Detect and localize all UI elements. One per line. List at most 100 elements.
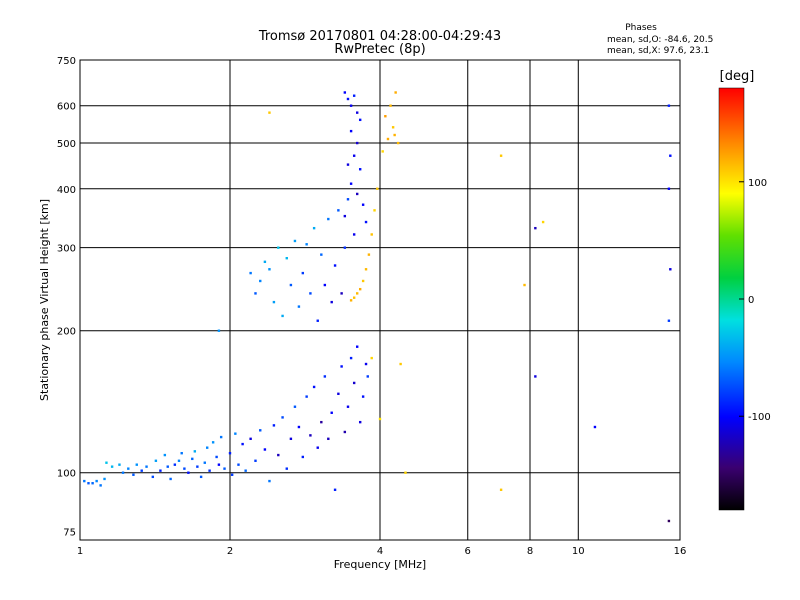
data-point: [364, 362, 368, 366]
data-point: [393, 133, 396, 137]
data-point: [297, 425, 301, 429]
data-point: [349, 104, 353, 107]
data-point: [327, 217, 330, 221]
data-point: [183, 467, 186, 470]
data-point: [361, 279, 365, 283]
data-point: [364, 268, 368, 271]
y-tick-label: 100: [57, 469, 76, 480]
data-point: [166, 465, 169, 468]
data-point: [343, 214, 347, 218]
data-point: [312, 385, 316, 389]
stats-o: mean, sd,O: -84.6, 20.5: [607, 35, 713, 45]
data-point: [667, 319, 671, 322]
data-point: [177, 459, 181, 462]
data-point: [358, 420, 362, 424]
data-point: [237, 463, 240, 466]
data-point: [404, 471, 407, 474]
data-point: [169, 477, 172, 481]
y-axis-label: Stationary phase Virtual Height [km]: [38, 199, 51, 401]
colorbar-tick-label: 100: [748, 178, 767, 189]
data-point: [346, 97, 350, 101]
data-point: [173, 463, 177, 466]
x-tick-label: 10: [572, 546, 585, 557]
data-point: [352, 296, 356, 299]
data-point: [376, 187, 379, 190]
data-point: [361, 203, 365, 206]
data-point: [309, 434, 312, 437]
data-point: [228, 451, 232, 455]
data-point: [333, 264, 337, 267]
data-point: [352, 154, 356, 157]
data-point: [95, 479, 98, 483]
data-point: [285, 256, 288, 260]
data-point: [159, 469, 162, 472]
data-point: [361, 395, 365, 398]
data-point: [499, 154, 503, 157]
colorbar-tick-label: 0: [748, 295, 754, 306]
data-point: [223, 467, 226, 470]
data-point: [355, 345, 359, 348]
data-point: [230, 473, 234, 476]
data-point: [343, 246, 347, 249]
data-point: [163, 453, 167, 457]
data-point: [373, 209, 376, 212]
data-point: [305, 395, 308, 398]
data-point: [349, 356, 353, 360]
data-point: [305, 243, 308, 246]
data-point: [316, 446, 319, 449]
data-point: [293, 405, 297, 408]
x-tick-label: 16: [674, 546, 687, 557]
data-point: [358, 118, 362, 122]
grid-lines: [80, 60, 680, 540]
data-point: [327, 437, 330, 441]
data-point: [358, 168, 362, 171]
y-tick-label: 600: [57, 102, 76, 113]
data-point: [330, 411, 333, 414]
data-point: [193, 450, 197, 453]
data-point: [355, 292, 359, 295]
data-point: [340, 365, 343, 368]
data-point: [337, 392, 340, 395]
data-point: [381, 150, 384, 153]
data-point: [323, 283, 327, 287]
data-point: [211, 441, 215, 444]
data-point: [83, 479, 86, 483]
data-point: [523, 283, 526, 287]
data-point: [217, 329, 221, 332]
data-point: [140, 469, 143, 472]
data-point: [667, 104, 671, 107]
data-point: [394, 91, 397, 94]
data-point: [330, 300, 333, 304]
data-point: [355, 141, 359, 145]
stats-header: Phases: [625, 23, 657, 33]
data-point: [241, 442, 244, 446]
data-point: [667, 187, 671, 190]
data-point: [349, 182, 353, 185]
x-tick-label: 1: [77, 546, 83, 557]
data-point: [391, 126, 395, 129]
data-point: [301, 271, 305, 275]
data-point: [541, 220, 545, 224]
y-tick-label: 75: [63, 528, 76, 539]
data-point: [352, 381, 356, 385]
stats-x: mean, sd,X: 97.6, 23.1: [607, 46, 709, 56]
y-tick-label: 500: [57, 139, 76, 150]
data-point: [268, 268, 271, 271]
data-point: [349, 299, 353, 302]
data-point: [593, 425, 597, 429]
axis-ticks: 1 2 4 6 8 10 16 75 100 200 300 400 500 600 750: [57, 56, 686, 557]
data-point: [281, 416, 284, 419]
data-point: [151, 475, 155, 479]
data-point: [355, 192, 359, 196]
data-point: [203, 461, 206, 464]
data-point: [378, 417, 382, 421]
x-tick-label: 2: [227, 546, 233, 557]
data-point: [323, 375, 327, 378]
data-point: [293, 239, 297, 243]
data-point: [277, 453, 280, 457]
data-point: [297, 305, 301, 308]
y-tick-label: 300: [57, 244, 76, 255]
data-point: [320, 253, 323, 256]
data-point: [249, 271, 252, 275]
